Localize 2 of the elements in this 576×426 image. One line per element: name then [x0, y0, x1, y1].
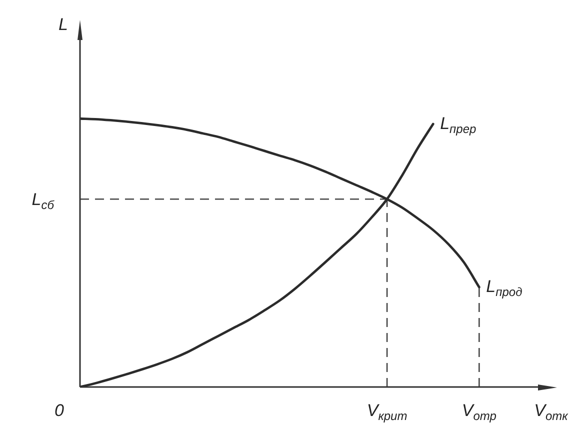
x-tick-label: 0	[54, 401, 65, 420]
y-axis-title: L	[58, 15, 68, 34]
